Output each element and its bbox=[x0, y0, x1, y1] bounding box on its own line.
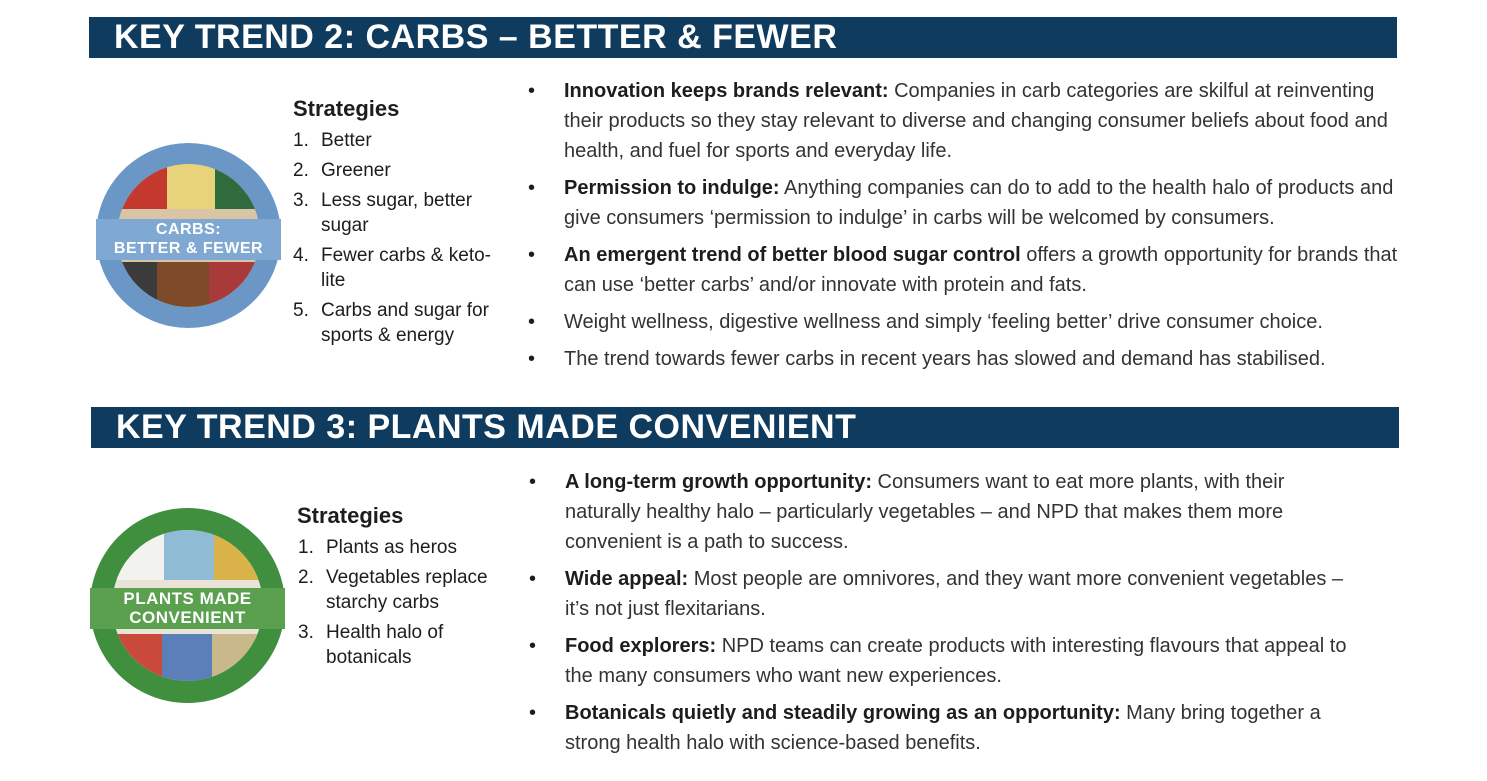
trend-3-banner: KEY TREND 3: PLANTS MADE CONVENIENT bbox=[91, 407, 1399, 448]
strategy-text: Plants as heros bbox=[326, 537, 457, 558]
bullet-lead: Botanicals quietly and steadily growing … bbox=[565, 702, 1121, 724]
bullet-text: Anything companies can do to add to the … bbox=[564, 177, 1394, 229]
trend-3-bullets: • A long-term growth opportunity: Consume… bbox=[527, 467, 1347, 765]
strategy-item: 3. Health halo of botanicals bbox=[298, 620, 513, 670]
strategies-list: 1. Plants as heros 2. Vegetables replace s… bbox=[298, 535, 513, 675]
bullet-dot-icon: • bbox=[528, 311, 536, 333]
strategy-number: 3. bbox=[293, 190, 309, 211]
strategies-heading: Strategies bbox=[297, 503, 404, 528]
badge-label-line2: BETTER & FEWER bbox=[113, 240, 264, 257]
strategy-text: Vegetables replace starchy carbs bbox=[326, 567, 488, 613]
trend-2-bullets: • Innovation keeps brands relevant: Compa… bbox=[526, 76, 1401, 381]
bullet-lead: Food explorers: bbox=[565, 635, 717, 657]
bullet-item: • Weight wellness, digestive wellness and… bbox=[526, 307, 1401, 337]
bullet-lead: Wide appeal: bbox=[565, 568, 689, 590]
bullet-dot-icon: • bbox=[528, 177, 536, 199]
bullet-text: offers a growth opportunity for brands t… bbox=[564, 244, 1398, 296]
bullet-item: • Permission to indulge: Anything compani… bbox=[526, 173, 1401, 233]
bullet-item: • The trend towards fewer carbs in recent… bbox=[526, 344, 1401, 374]
bullet-dot-icon: • bbox=[529, 635, 537, 657]
previous-page-text-fragment bbox=[380, 0, 1020, 5]
strategy-item: 2. Greener bbox=[293, 158, 508, 183]
strategy-item: 1. Better bbox=[293, 128, 508, 153]
bullet-item: • An emergent trend of better blood sugar… bbox=[526, 240, 1401, 300]
bullet-dot-icon: • bbox=[528, 80, 536, 102]
strategy-number: 1. bbox=[293, 130, 309, 151]
plants-badge: PLANTS MADE CONVENIENT bbox=[90, 508, 285, 703]
bullet-item: • Innovation keeps brands relevant: Compa… bbox=[526, 76, 1401, 166]
bullet-lead: A long-term growth opportunity: bbox=[565, 471, 872, 493]
bullet-item: • Food explorers: NPD teams can create pr… bbox=[527, 631, 1347, 691]
strategy-text: Carbs and sugar for sports & energy bbox=[321, 300, 489, 346]
strategy-number: 4. bbox=[293, 245, 309, 266]
bullet-lead: Permission to indulge: bbox=[564, 177, 780, 199]
strategy-number: 5. bbox=[293, 300, 309, 321]
bullet-text: Companies in carb categories are skilful… bbox=[564, 80, 1388, 162]
strategy-number: 2. bbox=[298, 567, 314, 588]
strategy-item: 1. Plants as heros bbox=[298, 535, 513, 560]
bullet-dot-icon: • bbox=[528, 244, 536, 266]
bullet-dot-icon: • bbox=[529, 702, 537, 724]
bullet-text: Weight wellness, digestive wellness and … bbox=[564, 311, 1323, 333]
bullet-lead: Innovation keeps brands relevant: bbox=[564, 80, 889, 102]
strategy-text: Greener bbox=[321, 160, 391, 181]
badge-label: CARBS: BETTER & FEWER bbox=[96, 219, 281, 260]
bullet-text: The trend towards fewer carbs in recent … bbox=[564, 348, 1326, 370]
strategy-text: Health halo of botanicals bbox=[326, 622, 444, 668]
bullet-lead: An emergent trend of better blood sugar … bbox=[564, 244, 1021, 266]
trend-2-banner: KEY TREND 2: CARBS – BETTER & FEWER bbox=[89, 17, 1397, 58]
strategy-item: 5. Carbs and sugar for sports & energy bbox=[293, 298, 508, 348]
strategy-item: 4. Fewer carbs & keto-lite bbox=[293, 243, 508, 293]
bullet-item: • Wide appeal: Most people are omnivores,… bbox=[527, 564, 1347, 624]
badge-label-line1: PLANTS MADE bbox=[123, 589, 252, 608]
bullet-item: • Botanicals quietly and steadily growing… bbox=[527, 698, 1347, 758]
strategies-heading: Strategies bbox=[293, 96, 400, 121]
strategy-number: 2. bbox=[293, 160, 309, 181]
carbs-badge: CARBS: BETTER & FEWER bbox=[96, 143, 281, 328]
bullet-text: NPD teams can create products with inter… bbox=[565, 635, 1347, 687]
strategy-number: 3. bbox=[298, 622, 314, 643]
strategy-item: 3. Less sugar, better sugar bbox=[293, 188, 508, 238]
strategy-text: Better bbox=[321, 130, 372, 151]
bullet-text: Most people are omnivores, and they want… bbox=[565, 568, 1344, 620]
strategy-text: Fewer carbs & keto-lite bbox=[321, 245, 491, 291]
strategies-list: 1. Better 2. Greener 3. Less sugar, better … bbox=[293, 128, 508, 353]
bullet-text: Many bring together a strong health halo… bbox=[565, 702, 1321, 754]
product-collage-image bbox=[112, 530, 263, 681]
bullet-text: Consumers want to eat more plants, with … bbox=[565, 471, 1285, 553]
bullet-item: • A long-term growth opportunity: Consume… bbox=[527, 467, 1347, 557]
strategy-number: 1. bbox=[298, 537, 314, 558]
badge-label: PLANTS MADE CONVENIENT bbox=[90, 588, 285, 629]
bullet-dot-icon: • bbox=[528, 348, 536, 370]
bullet-dot-icon: • bbox=[529, 471, 537, 493]
product-collage-image bbox=[117, 164, 260, 307]
strategy-item: 2. Vegetables replace starchy carbs bbox=[298, 565, 513, 615]
strategy-text: Less sugar, better sugar bbox=[321, 190, 473, 236]
badge-label-line1: CARBS: bbox=[155, 221, 222, 238]
bullet-dot-icon: • bbox=[529, 568, 537, 590]
badge-label-line2: CONVENIENT bbox=[129, 608, 246, 627]
